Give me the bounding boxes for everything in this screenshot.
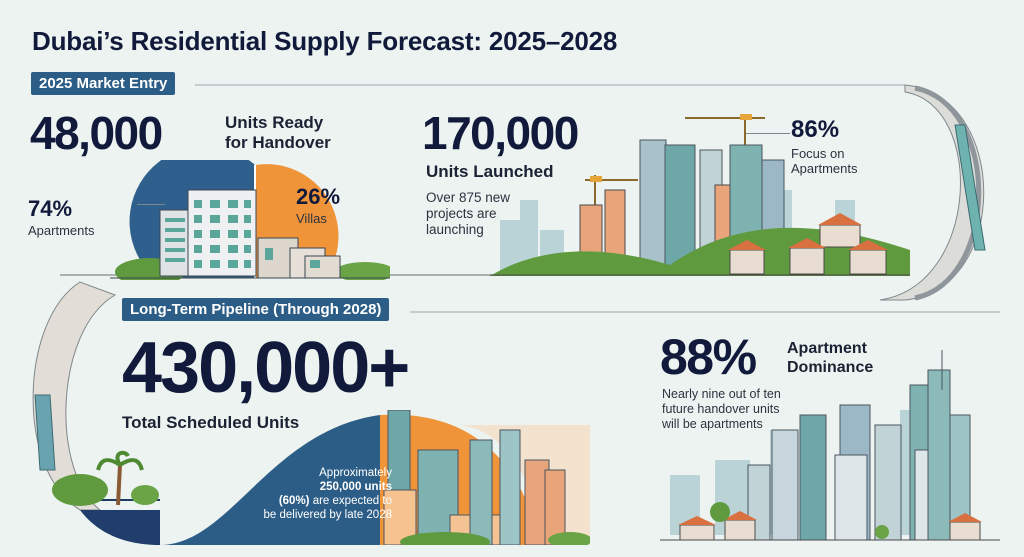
launched-units-value: 170,000 [422, 107, 579, 159]
focus-label-line1: Focus on [791, 146, 845, 161]
dominance-note-line2: future handover units [662, 402, 780, 416]
apartment-dominance-pct: 88% [660, 329, 757, 385]
focus-label-line2: Apartments [791, 161, 858, 176]
handover-label-line1: Units Ready [225, 113, 324, 132]
launched-units-label: Units Launched [426, 162, 554, 181]
page-title: Dubai’s Residential Supply Forecast: 202… [32, 26, 618, 56]
focus-leader-line [746, 133, 790, 134]
apartments-label: Apartments [28, 223, 95, 238]
total-scheduled-value: 430,000+ [122, 328, 410, 408]
handover-label-line2: for Handover [225, 133, 331, 152]
apartments-pct: 74% [28, 196, 73, 221]
delivery-note: Approximately 250,000 units (60%) are ex… [240, 466, 392, 522]
dominance-label-line1: Apartment [787, 340, 868, 357]
handover-units-label: Units Ready for Handover [225, 113, 331, 153]
villas-pct: 26% [296, 184, 341, 209]
construction-skyline-illustration [490, 114, 910, 276]
delivery-line3: are expected to [309, 495, 392, 507]
section-badge-long-term-pipeline: Long-Term Pipeline (Through 2028) [122, 298, 390, 321]
launched-note: Over 875 new projects are launching [426, 190, 510, 238]
apartment-dominance-label: Apartment Dominance [787, 339, 873, 377]
dominance-label-line2: Dominance [787, 359, 874, 376]
launched-note-line3: launching [426, 222, 484, 237]
villas-share: 26% Villas [296, 184, 340, 226]
delivery-share-wave [160, 415, 380, 545]
villas-label: Villas [296, 211, 327, 226]
handover-mix-pie-illustration [110, 160, 390, 280]
section-badge-2025-market-entry: 2025 Market Entry [31, 72, 176, 95]
delivery-pct: (60%) [278, 495, 310, 507]
apartments-share: 74% Apartments [28, 196, 94, 238]
focus-pct: 86% [791, 116, 840, 143]
dominance-note-line1: Nearly nine out of ten [662, 387, 781, 401]
apartment-skyline-illustration [660, 350, 1000, 541]
delivery-units: 250,000 units [319, 481, 392, 493]
handover-units-value: 48,000 [30, 107, 163, 159]
launched-note-line2: projects are [426, 206, 497, 221]
apartments-leader-line [137, 204, 165, 205]
dominance-note-line3: will be apartments [662, 417, 763, 431]
arc-windows-decoration [954, 124, 986, 251]
apartment-focus: 86% Focus on Apartments [791, 116, 857, 176]
delivery-line4: be delivered by late 2028 [263, 509, 392, 521]
delivery-skyline-illustration [160, 410, 590, 545]
delivery-line1: Approximately [319, 467, 392, 479]
total-scheduled-label: Total Scheduled Units [122, 413, 300, 432]
dominance-note: Nearly nine out of ten future handover u… [662, 387, 781, 432]
focus-label: Focus on Apartments [791, 146, 857, 176]
launched-note-line1: Over 875 new [426, 190, 511, 205]
